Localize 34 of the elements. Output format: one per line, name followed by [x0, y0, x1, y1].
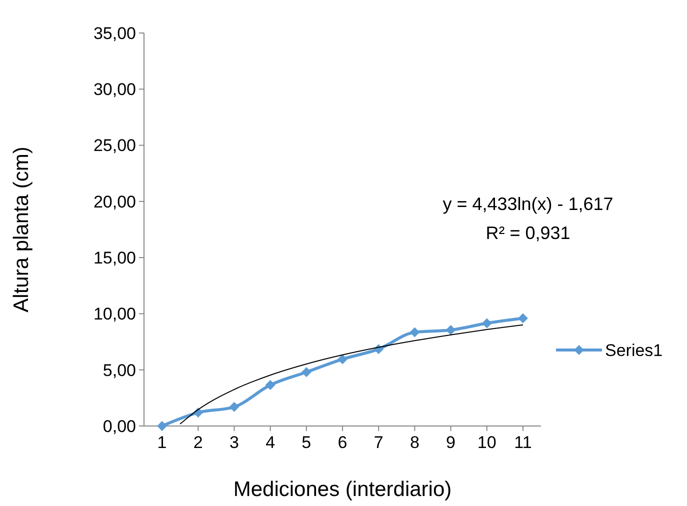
y-tick-label: 0,00: [102, 416, 136, 436]
x-tick-label: 1: [157, 433, 167, 452]
x-tick-label: 11: [514, 433, 532, 452]
y-tick-label: 10,00: [93, 304, 136, 324]
y-tick-label: 35,00: [93, 24, 136, 43]
y-tick-label: 30,00: [93, 80, 136, 100]
point: [301, 367, 312, 378]
x-tick-label: 10: [477, 433, 496, 452]
x-tick-label: 4: [266, 433, 276, 452]
point: [446, 324, 456, 335]
annotation: R² = 0,931: [486, 223, 570, 243]
point: [338, 354, 348, 364]
point: [482, 318, 492, 328]
x-tick-label: 3: [229, 433, 239, 452]
point: [410, 327, 420, 338]
x-tick-label: 2: [193, 433, 203, 452]
annotation: y = 4,433ln(x) - 1,617: [442, 194, 614, 214]
x-tick-label: 8: [410, 433, 420, 452]
y-tick-label: 25,00: [93, 136, 136, 156]
y-tick-label: 20,00: [93, 192, 136, 212]
point: [157, 421, 168, 431]
y-tick-label: 5,00: [102, 360, 136, 380]
line-series: [180, 324, 524, 424]
point: [518, 313, 528, 324]
x-tick-label: 6: [338, 433, 348, 452]
y-axis-title: Altura planta (cm): [10, 146, 33, 312]
legend-label: Series1: [605, 340, 663, 360]
x-axis-title: Mediciones (interdiario): [233, 478, 452, 501]
x-tick-label: 5: [302, 433, 312, 452]
point: [229, 402, 240, 412]
point: [265, 380, 276, 390]
y-tick-label: 15,00: [93, 248, 136, 268]
x-tick-label: 7: [374, 433, 384, 452]
x-tick-label: 9: [446, 433, 456, 452]
